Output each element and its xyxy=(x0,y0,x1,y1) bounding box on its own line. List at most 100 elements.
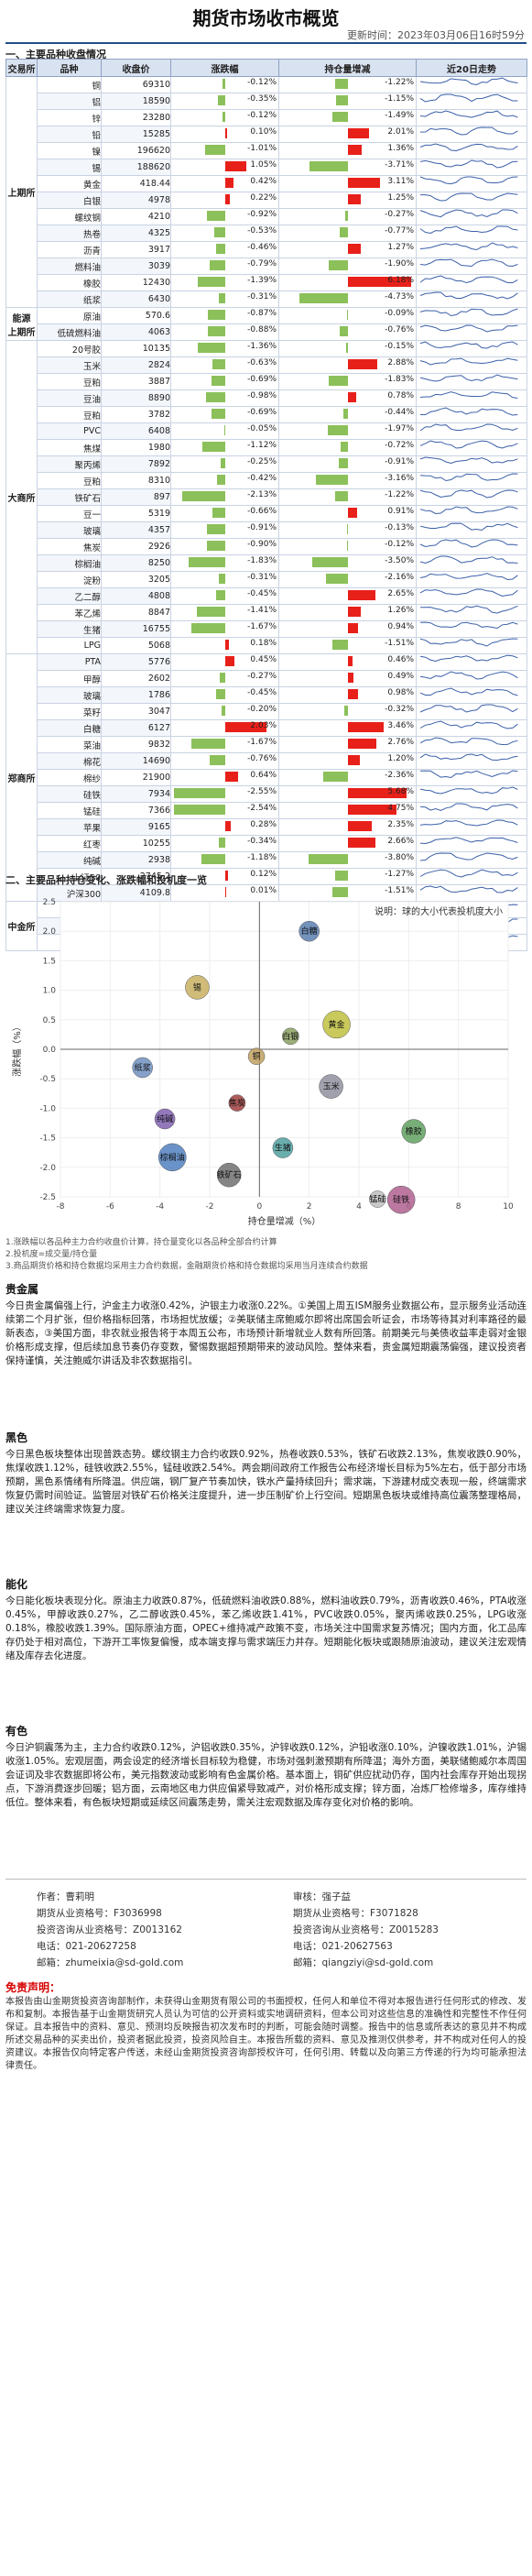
close-price: 1786 xyxy=(101,686,171,704)
table-row: 上期所铜 69310 -0.12% -1.22% xyxy=(5,76,527,308)
trend-sparkline-cell xyxy=(416,521,527,539)
scatter-point-label: 铜 xyxy=(253,1051,261,1062)
disclaimer-body: 本报告由山金期货投资咨询部制作，未获得山金期货有限公司的书面授权，任何人和单位不… xyxy=(5,1997,527,2071)
table-row: 郑商所 PTA 5776 0.45% 0.46% xyxy=(5,653,527,902)
change-bar-down xyxy=(216,689,225,699)
change-bar-down xyxy=(210,755,225,765)
trend-sparkline-cell xyxy=(416,455,527,473)
oi-bar-down xyxy=(327,425,348,435)
oi-bar-down xyxy=(309,854,348,864)
change-value: -0.35% xyxy=(247,94,277,104)
oi-change-value: -0.27% xyxy=(385,210,414,219)
chart-note: 说明：球的大小代表投机度大小 xyxy=(375,905,503,917)
product-name: 白糖 xyxy=(37,719,102,737)
trend-sparkline-cell xyxy=(416,225,527,242)
oi-bar-down xyxy=(340,326,348,336)
chart-note-3: 3.商品期货价格和持仓数据均采用主力合约数据，金融期货价格和持仓数据均采用当月连… xyxy=(5,1262,368,1271)
y-tick-label: 1.5 xyxy=(43,957,56,966)
trend-sparkline xyxy=(419,440,518,449)
table-row: 豆油 8890 -0.98% 0.78% xyxy=(6,389,527,407)
section-heading-energy: 能化 xyxy=(5,1578,28,1591)
col-oi-change: 持仓量增减 xyxy=(278,59,417,77)
oi-change-cell: -0.12% xyxy=(278,538,417,555)
trend-sparkline xyxy=(419,573,518,581)
table-row: 铅 15285 0.10% 2.01% xyxy=(6,126,527,143)
scatter-point xyxy=(282,1027,299,1046)
oi-change-value: -1.51% xyxy=(385,886,414,895)
x-axis-label: 持仓量增减（%） xyxy=(248,1215,321,1227)
change-cell: -0.92% xyxy=(170,208,279,225)
trend-sparkline-cell xyxy=(416,835,527,852)
table-row: 菜籽 3047 -0.20% -0.32% xyxy=(6,703,527,720)
trend-sparkline-cell xyxy=(416,505,527,522)
oi-change-value: -0.12% xyxy=(385,540,414,549)
col-price: 收盘价 xyxy=(101,59,171,77)
product-name: 苯乙烯 xyxy=(37,604,102,621)
product-name: 豆粕 xyxy=(37,472,102,489)
change-value: -1.67% xyxy=(247,738,277,747)
table-row: PVC 6408 -0.05% -1.97% xyxy=(6,422,527,440)
product-name: 铁矿石 xyxy=(37,488,102,506)
exchange-cell: 能源 上期所 xyxy=(5,307,38,341)
table-row: 铝 18590 -0.35% -1.15% xyxy=(6,93,527,110)
trend-sparkline xyxy=(419,621,518,630)
change-bar-up xyxy=(225,772,239,782)
change-value: -0.69% xyxy=(247,408,277,417)
y-tick-label: -1.5 xyxy=(39,1135,56,1144)
table-row: 棉纱 21900 0.64% -2.36% xyxy=(6,769,527,786)
scatter-point xyxy=(228,1094,246,1112)
change-cell: 0.28% xyxy=(170,818,279,836)
oi-change-value: 0.49% xyxy=(387,672,414,681)
product-name: 燃料油 xyxy=(37,258,102,275)
oi-bar-up xyxy=(348,590,375,600)
change-bar-up xyxy=(225,640,229,650)
change-bar-down xyxy=(191,739,225,749)
scatter-point xyxy=(369,1190,386,1208)
oi-change-value: -1.90% xyxy=(385,259,414,269)
oi-change-value: 2.35% xyxy=(387,820,414,829)
oi-change-cell: -0.44% xyxy=(278,406,417,423)
change-value: 0.45% xyxy=(250,655,277,664)
change-cell: -0.79% xyxy=(170,258,279,275)
trend-sparkline-cell xyxy=(416,686,527,704)
trend-sparkline xyxy=(419,803,518,812)
trend-sparkline xyxy=(419,77,518,86)
oi-change-cell: -0.32% xyxy=(278,703,417,720)
trend-sparkline-cell xyxy=(416,142,527,159)
close-price: 12430 xyxy=(101,274,171,291)
change-value: 2.03% xyxy=(250,721,277,730)
change-value: 0.01% xyxy=(250,886,277,895)
close-price: 2602 xyxy=(101,670,171,687)
trend-sparkline-cell xyxy=(416,653,527,671)
product-name: 低硫燃料油 xyxy=(37,323,102,341)
change-value: 0.18% xyxy=(250,639,277,648)
change-bar-down xyxy=(207,310,225,320)
product-name: 玻璃 xyxy=(37,521,102,539)
oi-bar-down xyxy=(299,293,348,303)
change-bar-down xyxy=(207,524,225,534)
trend-sparkline xyxy=(419,225,518,235)
close-price: 14690 xyxy=(101,752,171,770)
change-bar-down xyxy=(191,623,225,633)
trend-sparkline xyxy=(419,275,518,284)
oi-change-value: -1.27% xyxy=(385,870,414,879)
trend-sparkline-cell xyxy=(416,670,527,687)
close-price: 6430 xyxy=(101,290,171,308)
oi-change-value: 1.20% xyxy=(387,754,414,763)
trend-sparkline-cell xyxy=(416,554,527,572)
oi-bar-down xyxy=(344,211,348,221)
trend-sparkline-cell xyxy=(416,93,527,110)
oi-bar-down xyxy=(323,772,348,782)
table-row: 锡 188620 1.05% -3.71% xyxy=(6,159,527,176)
product-name: 硅铁 xyxy=(37,785,102,803)
change-value: -0.42% xyxy=(247,474,277,483)
oi-change-value: -1.83% xyxy=(385,375,414,384)
scatter-point xyxy=(132,1057,153,1079)
change-cell: -0.42% xyxy=(170,472,279,489)
oi-change-value: -1.22% xyxy=(385,490,414,499)
change-bar-down xyxy=(206,211,225,221)
change-bar-down xyxy=(205,392,225,402)
change-value: -0.66% xyxy=(247,507,277,516)
trend-sparkline-cell xyxy=(416,373,527,390)
product-name: 橡胶 xyxy=(37,274,102,291)
